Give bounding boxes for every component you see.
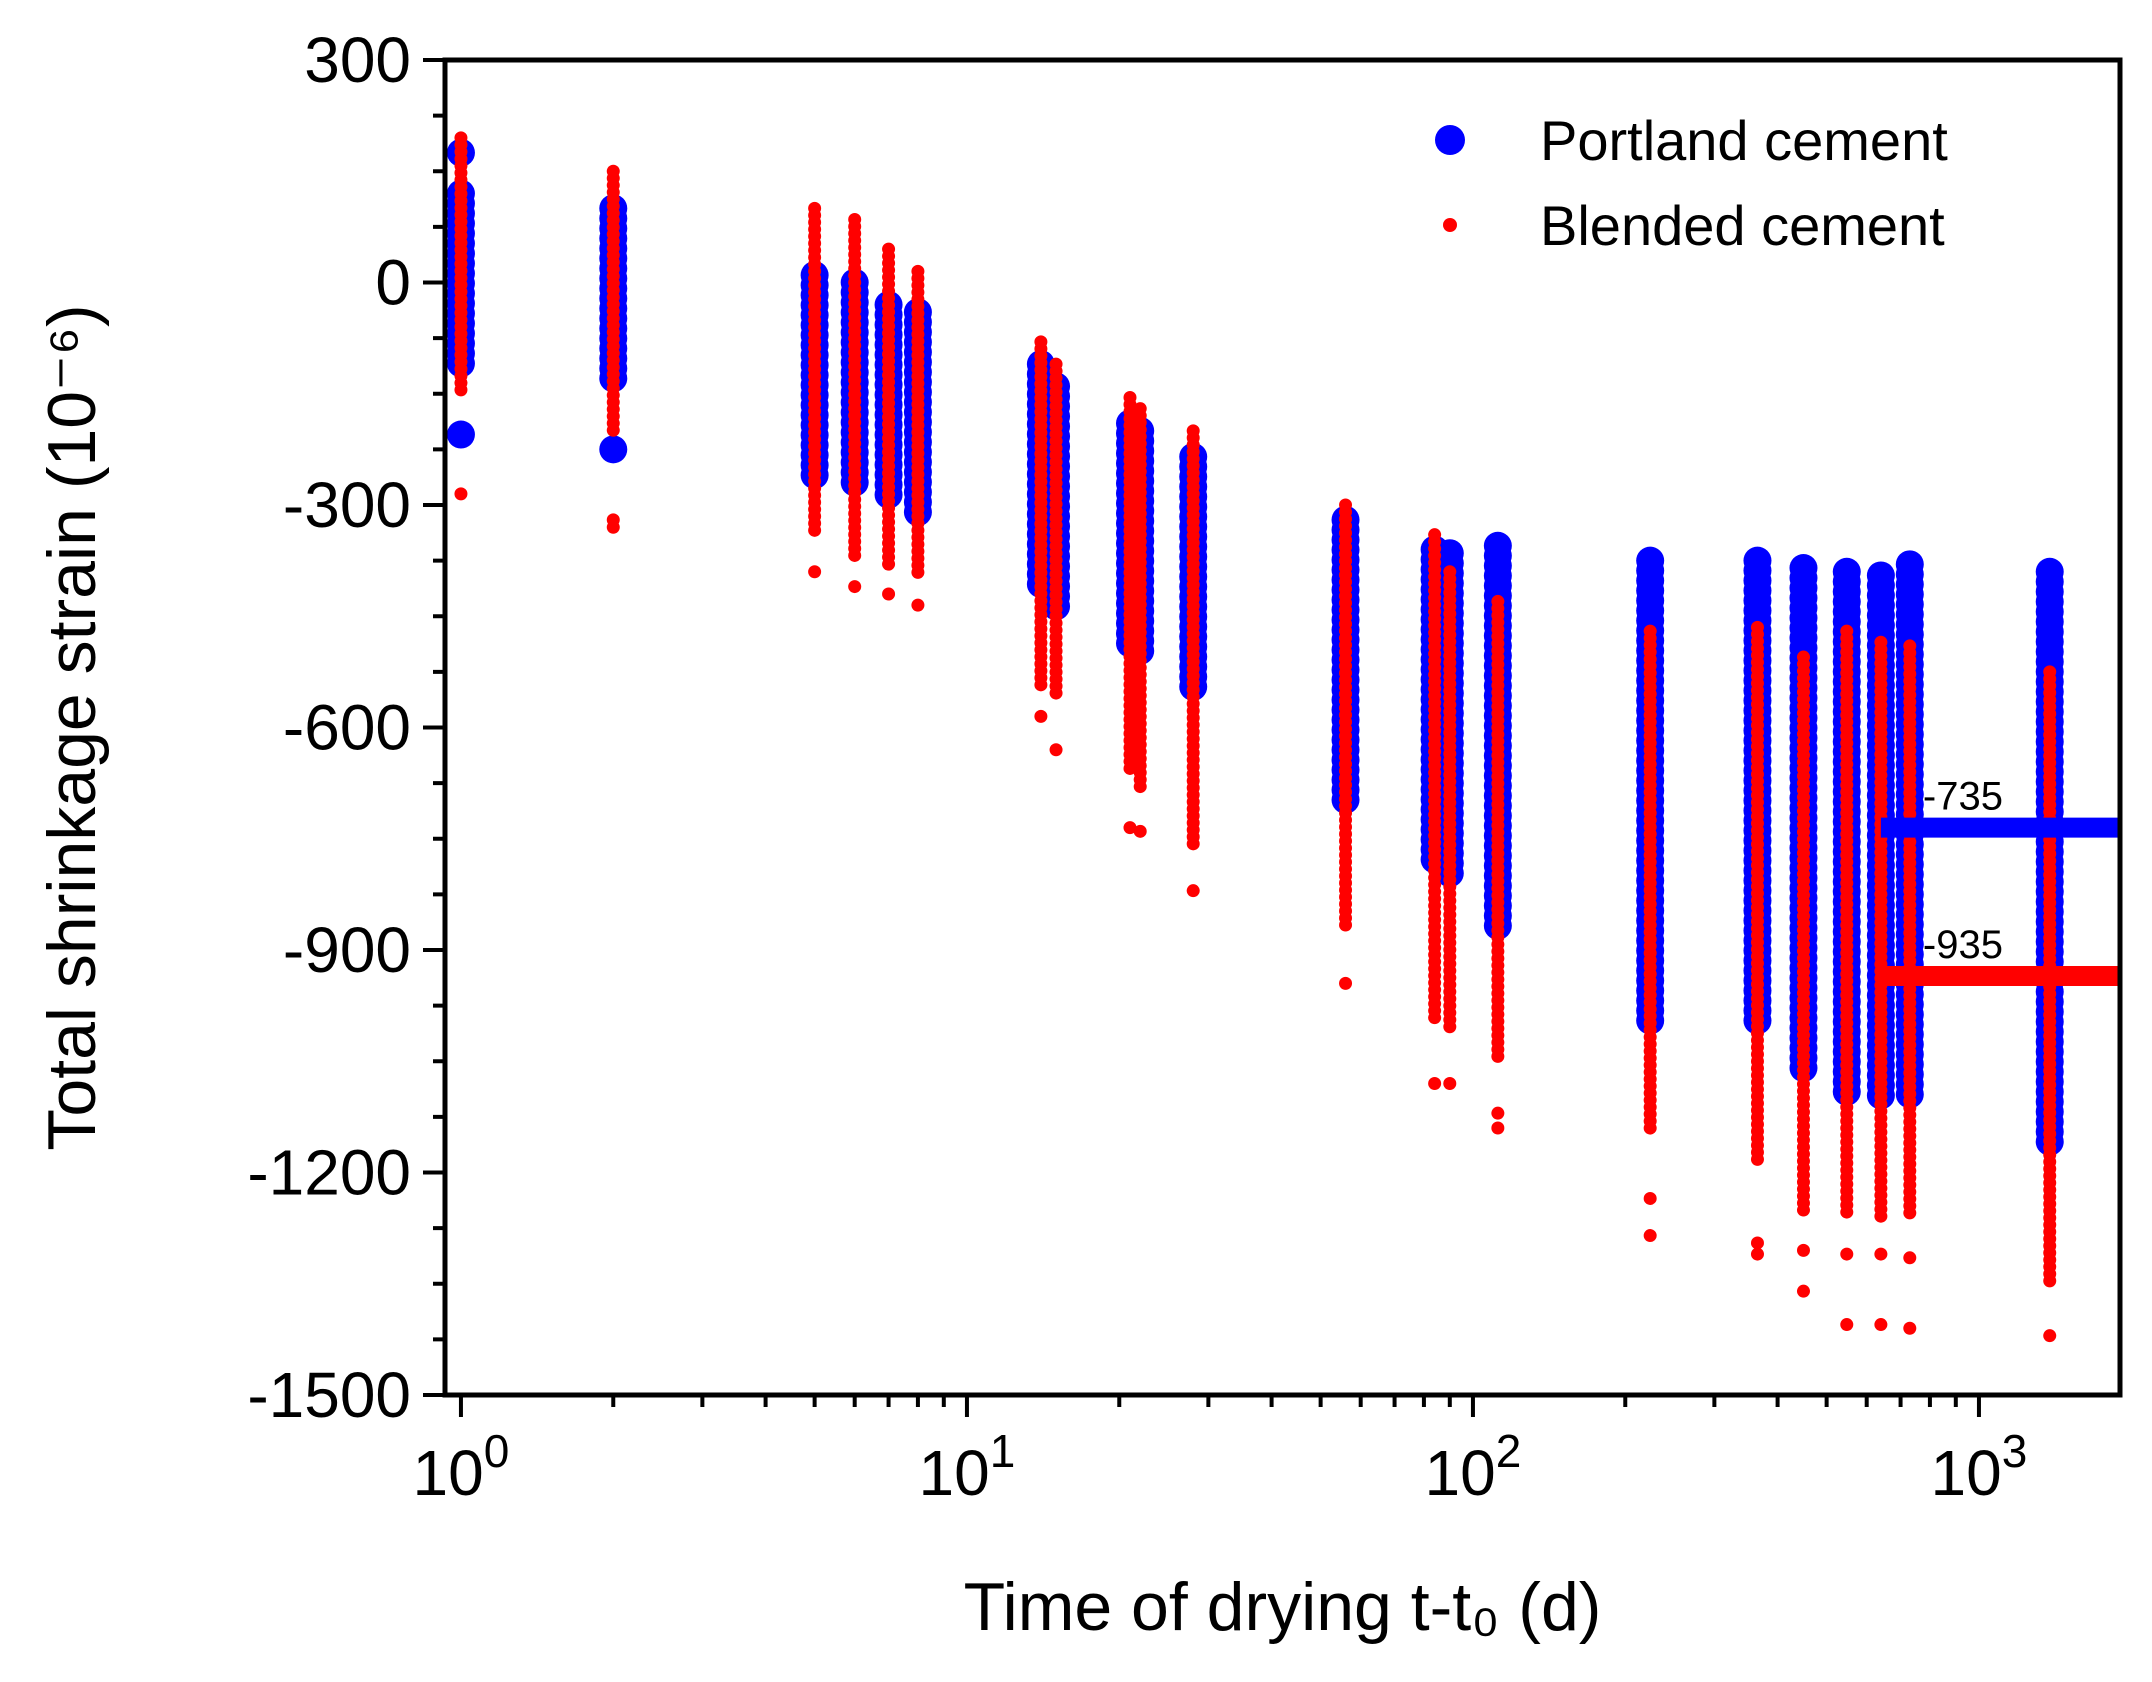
blended-point xyxy=(1796,1243,1810,1257)
blended-point xyxy=(1643,1121,1657,1135)
blended-point xyxy=(1123,821,1137,835)
blended-point xyxy=(1034,678,1048,692)
blended-point xyxy=(606,520,620,534)
blended-point xyxy=(1840,1318,1854,1332)
blended-point xyxy=(1491,1121,1505,1135)
portland-point xyxy=(599,435,628,464)
blended-point xyxy=(1123,761,1137,775)
blended-point xyxy=(1750,1236,1764,1250)
blended-point xyxy=(1428,1011,1442,1025)
reference-lines-layer: -735 -935 xyxy=(1880,775,2120,986)
blended-point xyxy=(1133,824,1147,838)
blended-point xyxy=(1428,1077,1442,1090)
blended-point xyxy=(848,580,862,594)
blended-point xyxy=(1840,1247,1854,1261)
blended-point xyxy=(1339,976,1353,990)
legend-marker-portland xyxy=(1435,125,1465,155)
blended-point xyxy=(1186,837,1200,851)
y-tick-label: -1200 xyxy=(247,1137,411,1209)
blended-point xyxy=(1903,1321,1917,1335)
blended-point xyxy=(606,423,620,437)
blended-point xyxy=(911,598,925,612)
blended-point xyxy=(1049,743,1063,757)
x-tick-label: 101 xyxy=(919,1425,1016,1509)
blended-point xyxy=(808,523,822,537)
blended-point xyxy=(1840,1205,1854,1219)
blended-point xyxy=(454,487,468,501)
legend: Portland cement Blended cement xyxy=(1435,109,1948,257)
series-portland-cement xyxy=(446,138,2064,1156)
series-blended-cement xyxy=(454,131,2057,1343)
y-tick-label: -300 xyxy=(283,469,411,541)
blended-point xyxy=(2043,1329,2057,1343)
blended-point xyxy=(1874,1247,1888,1261)
legend-marker-blended xyxy=(1443,218,1457,232)
plot-frame xyxy=(442,57,2123,1398)
blended-point xyxy=(1750,1247,1764,1261)
blended-point xyxy=(1049,686,1063,700)
portland-point xyxy=(446,420,475,449)
x-tick-label: 103 xyxy=(1931,1425,2028,1509)
blended-point xyxy=(1339,918,1353,932)
y-tick-label: -600 xyxy=(283,692,411,764)
blended-point xyxy=(1796,1284,1810,1298)
blended-mean-label: -935 xyxy=(1923,923,2003,967)
y-tick-label: 0 xyxy=(375,247,411,319)
x-tick-label: 102 xyxy=(1425,1425,1522,1509)
blended-point xyxy=(2043,1274,2057,1288)
blended-point xyxy=(454,383,468,397)
x-tick-label: 100 xyxy=(413,1425,510,1509)
blended-point xyxy=(1491,1106,1505,1120)
blended-point xyxy=(1443,1020,1457,1034)
y-tick-label: 300 xyxy=(304,24,411,96)
blended-point xyxy=(882,557,896,571)
blended-point xyxy=(1874,1318,1888,1332)
blended-point xyxy=(1750,1152,1764,1166)
blended-point xyxy=(1643,1229,1657,1243)
legend-label-blended: Blended cement xyxy=(1540,194,1945,257)
blended-point xyxy=(1903,1251,1917,1265)
blended-point xyxy=(848,548,862,562)
blended-point xyxy=(1796,1203,1810,1217)
portland-mean-label: -735 xyxy=(1923,775,2003,819)
blended-point xyxy=(882,587,896,601)
blended-point xyxy=(1186,884,1200,898)
legend-label-portland: Portland cement xyxy=(1540,109,1948,172)
blended-point xyxy=(1874,1209,1888,1223)
y-tick-label: -900 xyxy=(283,914,411,986)
blended-point xyxy=(911,565,925,579)
blended-point xyxy=(1133,780,1147,794)
data-points-layer xyxy=(446,131,2064,1343)
blended-point xyxy=(1034,709,1048,723)
blended-point xyxy=(1643,1191,1657,1205)
y-axis-title: Total shrinkage strain (10⁻⁶) xyxy=(34,304,110,1150)
blended-point xyxy=(808,565,822,579)
x-axis-title: Time of drying t-t₀ (d) xyxy=(964,1569,1602,1645)
y-tick-label: -1500 xyxy=(247,1359,411,1431)
blended-point xyxy=(1903,1206,1917,1220)
blended-point xyxy=(1491,1049,1505,1063)
blended-point xyxy=(1443,1077,1457,1090)
